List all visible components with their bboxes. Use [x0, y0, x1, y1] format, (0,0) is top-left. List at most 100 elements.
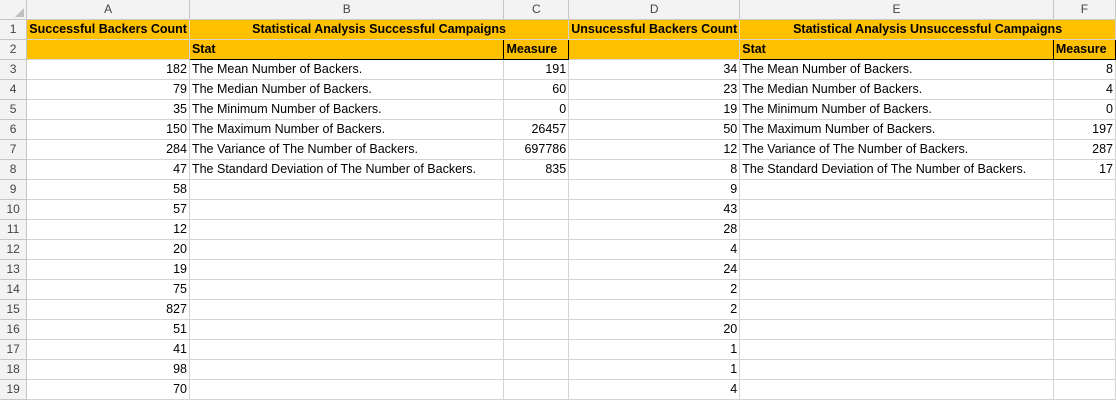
column-header-d[interactable]: D [568, 0, 741, 20]
cell-successful-backers-count[interactable]: 51 [26, 319, 190, 340]
cell-stat-successful[interactable]: The Standard Deviation of The Number of … [189, 159, 505, 180]
cell-unsuccessful-backers-count[interactable]: 12 [568, 139, 741, 160]
cell-successful-backers-count[interactable]: 35 [26, 99, 190, 120]
cell-successful-backers-count[interactable]: 57 [26, 199, 190, 220]
cell-measure-successful[interactable] [503, 299, 570, 320]
cell-successful-backers-count[interactable]: 58 [26, 179, 190, 200]
cell-successful-backers-count[interactable]: 182 [26, 59, 190, 80]
header-measure-successful[interactable]: Measure [503, 38, 570, 60]
header-successful-backers-count[interactable]: Successful Backers Count [26, 19, 190, 40]
row-number[interactable]: 9 [0, 179, 28, 200]
cell-stat-successful[interactable] [189, 339, 505, 360]
cell-stat-unsuccessful[interactable] [739, 239, 1054, 260]
cell-unsuccessful-backers-count[interactable]: 50 [568, 119, 741, 140]
cell-measure-successful[interactable]: 697786 [503, 139, 570, 160]
row-number[interactable]: 13 [0, 259, 28, 280]
cell-successful-backers-count[interactable]: 75 [26, 279, 190, 300]
cell-unsuccessful-backers-count[interactable]: 1 [568, 359, 741, 380]
cell-measure-successful[interactable] [503, 179, 570, 200]
cell-a2[interactable] [26, 39, 190, 60]
cell-measure-successful[interactable] [503, 379, 570, 400]
header-stat-successful[interactable]: Stat [188, 38, 505, 60]
row-number[interactable]: 16 [0, 319, 28, 340]
cell-stat-unsuccessful[interactable] [739, 219, 1054, 240]
cell-unsuccessful-backers-count[interactable]: 19 [568, 99, 741, 120]
cell-successful-backers-count[interactable]: 70 [26, 379, 190, 400]
column-header-b[interactable]: B [189, 0, 505, 20]
row-number[interactable]: 2 [0, 39, 28, 60]
cell-stat-successful[interactable]: The Variance of The Number of Backers. [189, 139, 505, 160]
cell-measure-successful[interactable] [503, 239, 570, 260]
cell-measure-unsuccessful[interactable] [1053, 339, 1116, 360]
column-header-a[interactable]: A [26, 0, 190, 20]
header-stat-analysis-unsuccessful[interactable]: Statistical Analysis Unsuccessful Campai… [739, 19, 1116, 40]
row-number[interactable]: 5 [0, 99, 28, 120]
cell-stat-successful[interactable] [189, 299, 505, 320]
cell-stat-unsuccessful[interactable] [739, 379, 1054, 400]
row-number[interactable]: 7 [0, 139, 28, 160]
cell-measure-successful[interactable]: 0 [503, 99, 570, 120]
cell-measure-successful[interactable] [503, 359, 570, 380]
cell-successful-backers-count[interactable]: 150 [26, 119, 190, 140]
cell-measure-unsuccessful[interactable] [1053, 299, 1116, 320]
row-number[interactable]: 14 [0, 279, 28, 300]
cell-measure-successful[interactable] [503, 259, 570, 280]
cell-stat-unsuccessful[interactable] [739, 179, 1054, 200]
cell-unsuccessful-backers-count[interactable]: 24 [568, 259, 741, 280]
cell-stat-unsuccessful[interactable] [739, 339, 1054, 360]
cell-stat-successful[interactable]: The Mean Number of Backers. [189, 59, 505, 80]
cell-measure-unsuccessful[interactable] [1053, 219, 1116, 240]
select-all-button[interactable] [0, 0, 28, 20]
cell-d2[interactable] [568, 39, 741, 60]
cell-measure-unsuccessful[interactable] [1053, 259, 1116, 280]
row-number[interactable]: 1 [0, 19, 28, 40]
cell-measure-successful[interactable]: 191 [503, 59, 570, 80]
row-number[interactable]: 12 [0, 239, 28, 260]
cell-unsuccessful-backers-count[interactable]: 9 [568, 179, 741, 200]
column-header-e[interactable]: E [739, 0, 1054, 20]
cell-stat-unsuccessful[interactable]: The Median Number of Backers. [739, 79, 1054, 100]
cell-measure-successful[interactable]: 60 [503, 79, 570, 100]
cell-stat-unsuccessful[interactable] [739, 359, 1054, 380]
cell-unsuccessful-backers-count[interactable]: 4 [568, 239, 741, 260]
row-number[interactable]: 15 [0, 299, 28, 320]
header-measure-unsuccessful[interactable]: Measure [1052, 38, 1116, 60]
cell-unsuccessful-backers-count[interactable]: 28 [568, 219, 741, 240]
cell-unsuccessful-backers-count[interactable]: 2 [568, 299, 741, 320]
cell-stat-successful[interactable] [189, 199, 505, 220]
cell-successful-backers-count[interactable]: 41 [26, 339, 190, 360]
cell-stat-unsuccessful[interactable] [739, 199, 1054, 220]
cell-measure-unsuccessful[interactable]: 0 [1053, 99, 1116, 120]
cell-measure-unsuccessful[interactable] [1053, 319, 1116, 340]
cell-unsuccessful-backers-count[interactable]: 1 [568, 339, 741, 360]
row-number[interactable]: 4 [0, 79, 28, 100]
row-number[interactable]: 8 [0, 159, 28, 180]
cell-unsuccessful-backers-count[interactable]: 43 [568, 199, 741, 220]
cell-stat-successful[interactable] [189, 379, 505, 400]
cell-stat-successful[interactable]: The Median Number of Backers. [189, 79, 505, 100]
cell-measure-unsuccessful[interactable] [1053, 359, 1116, 380]
cell-measure-successful[interactable]: 835 [503, 159, 570, 180]
cell-stat-successful[interactable] [189, 359, 505, 380]
cell-successful-backers-count[interactable]: 827 [26, 299, 190, 320]
cell-stat-unsuccessful[interactable]: The Minimum Number of Backers. [739, 99, 1054, 120]
cell-measure-successful[interactable] [503, 339, 570, 360]
cell-measure-unsuccessful[interactable] [1053, 199, 1116, 220]
cell-successful-backers-count[interactable]: 284 [26, 139, 190, 160]
cell-successful-backers-count[interactable]: 47 [26, 159, 190, 180]
cell-measure-successful[interactable] [503, 219, 570, 240]
header-stat-unsuccessful[interactable]: Stat [739, 38, 1054, 60]
cell-stat-successful[interactable]: The Minimum Number of Backers. [189, 99, 505, 120]
cell-successful-backers-count[interactable]: 19 [26, 259, 190, 280]
cell-stat-unsuccessful[interactable] [739, 259, 1054, 280]
cell-stat-unsuccessful[interactable] [739, 299, 1054, 320]
cell-unsuccessful-backers-count[interactable]: 2 [568, 279, 741, 300]
cell-measure-unsuccessful[interactable] [1053, 379, 1116, 400]
cell-stat-unsuccessful[interactable]: The Mean Number of Backers. [739, 59, 1054, 80]
cell-measure-unsuccessful[interactable]: 17 [1053, 159, 1116, 180]
cell-stat-successful[interactable] [189, 319, 505, 340]
cell-stat-successful[interactable] [189, 279, 505, 300]
cell-measure-unsuccessful[interactable]: 197 [1053, 119, 1116, 140]
cell-measure-unsuccessful[interactable] [1053, 279, 1116, 300]
row-number[interactable]: 11 [0, 219, 28, 240]
